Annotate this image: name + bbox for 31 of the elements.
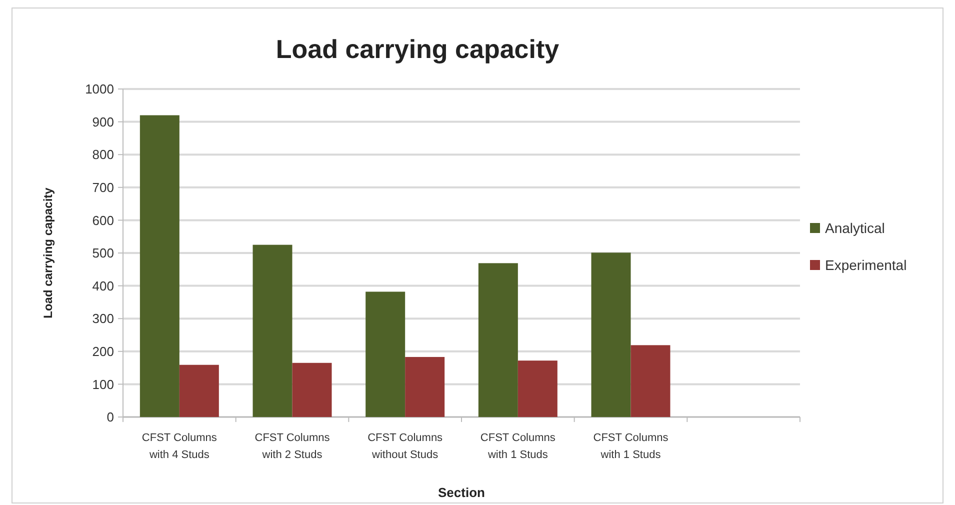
y-tick-label: 500 [92, 246, 114, 261]
bar [405, 356, 445, 417]
y-tick-label: 800 [92, 147, 114, 162]
y-axis-title: Load carrying capacity [41, 187, 55, 318]
x-tick-label: CFST Columns with 2 Studs [254, 432, 330, 461]
bar [366, 292, 406, 417]
bar [591, 252, 631, 417]
bar [252, 244, 292, 417]
x-tick-label: CFST Columns with 1 Studs [593, 432, 669, 461]
bar [179, 364, 219, 417]
x-tick-label: CFST Columns without Studs [368, 432, 444, 461]
chart-title: Load carrying capacity [276, 34, 560, 64]
y-tick-label: 700 [92, 180, 114, 195]
bar [630, 345, 670, 417]
y-tick-label: 600 [92, 212, 114, 228]
y-tick-label: 900 [92, 114, 114, 130]
bar [292, 362, 332, 417]
y-tick-label: 400 [92, 278, 114, 294]
y-tick-label: 100 [92, 376, 114, 392]
legend-label: Analytical [825, 220, 885, 236]
bar [518, 360, 558, 417]
legend-label: Experimental [825, 256, 907, 273]
x-axis-title: Section [438, 485, 486, 500]
y-tick-label: 1000 [85, 82, 114, 97]
bar [140, 115, 180, 417]
y-tick-label: 300 [92, 311, 114, 326]
x-tick-label: CFST Columns with 4 Studs [142, 432, 218, 461]
bar [478, 263, 518, 417]
y-tick-label: 200 [92, 344, 114, 359]
x-tick-label: CFST Columns with 1 Studs [480, 432, 556, 461]
y-tick-label: 0 [106, 410, 114, 425]
